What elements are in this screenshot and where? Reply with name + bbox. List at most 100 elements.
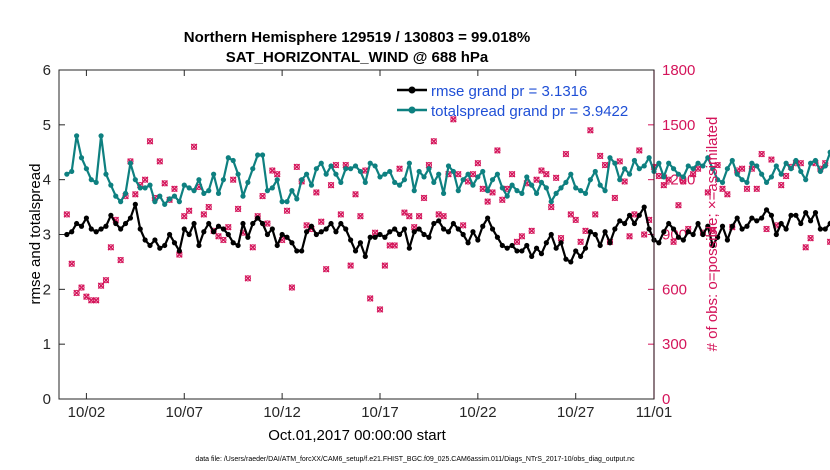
obs-possible-marker bbox=[406, 213, 413, 220]
totalspread-point bbox=[533, 190, 540, 196]
totalspread-point bbox=[455, 188, 461, 194]
obs-possible-marker bbox=[592, 211, 599, 218]
totalspread-point bbox=[162, 201, 168, 207]
obs-possible-marker bbox=[381, 262, 388, 269]
obs-possible-marker bbox=[396, 165, 403, 172]
obs-possible-marker bbox=[190, 143, 198, 150]
totalspread-point bbox=[700, 163, 706, 169]
rmse-point bbox=[250, 220, 256, 227]
rmse-point bbox=[597, 242, 603, 249]
obs-possible-marker bbox=[156, 158, 163, 165]
rmse-point bbox=[734, 215, 740, 221]
obs-possible-marker bbox=[489, 189, 496, 196]
rmse-point bbox=[582, 245, 589, 251]
rmse-point bbox=[181, 226, 187, 232]
rmse-point bbox=[411, 229, 417, 235]
obs-possible-marker bbox=[142, 176, 149, 183]
obs-possible-marker bbox=[528, 227, 535, 234]
totalspread-point bbox=[279, 199, 285, 205]
obs-possible-marker bbox=[704, 189, 711, 196]
obs-possible-marker bbox=[513, 238, 521, 245]
totalspread-point bbox=[142, 185, 148, 191]
rmse-point bbox=[749, 215, 755, 221]
rmse-point bbox=[166, 231, 173, 238]
totalspread-point bbox=[504, 193, 510, 199]
rmse-point bbox=[132, 201, 138, 207]
totalspread-point bbox=[578, 188, 584, 194]
totalspread-point bbox=[514, 188, 520, 194]
obs-possible-marker bbox=[63, 211, 70, 218]
rmse-point bbox=[201, 229, 207, 235]
y-axis-right-label: # of obs: o=possible; ×=assimilated bbox=[704, 117, 721, 352]
totalspread-point bbox=[225, 155, 231, 161]
rmse-point bbox=[538, 251, 545, 257]
obs-possible-marker bbox=[440, 213, 447, 220]
rmse-point bbox=[705, 223, 711, 229]
obs-possible-marker bbox=[244, 275, 251, 282]
y-axis-left-label: rmse and totalspread bbox=[27, 164, 44, 305]
totalspread-point bbox=[749, 160, 755, 166]
rmse-point bbox=[406, 245, 412, 251]
y-right-tick-label: 300 bbox=[662, 336, 687, 353]
totalspread-point bbox=[392, 179, 398, 186]
rmse-point bbox=[211, 229, 217, 235]
rmse-point bbox=[206, 220, 212, 227]
obs-possible-marker bbox=[743, 185, 751, 192]
obs-possible-marker bbox=[376, 306, 384, 313]
rmse-point bbox=[450, 220, 456, 227]
totalspread-point bbox=[152, 199, 158, 205]
x-axis: 10/02 10/07 10/12 10/17 10/22 10/27 11/01 bbox=[68, 70, 672, 421]
totalspread-point bbox=[607, 155, 613, 161]
obs-possible-marker bbox=[450, 116, 457, 123]
obs-possible-marker bbox=[758, 150, 765, 158]
rmse-point bbox=[636, 212, 642, 218]
rmse-point bbox=[343, 226, 349, 232]
totalspread-point bbox=[348, 166, 354, 172]
rmse-point bbox=[631, 220, 638, 227]
legend-spread-marker bbox=[408, 106, 416, 114]
totalspread-point bbox=[406, 160, 412, 166]
obs-possible-marker bbox=[293, 163, 300, 170]
y-left-tick-label: 2 bbox=[43, 281, 51, 298]
rmse-point bbox=[778, 220, 784, 227]
rmse-point bbox=[215, 223, 222, 229]
rmse-point bbox=[230, 240, 236, 246]
obs-possible-marker bbox=[102, 277, 110, 284]
y-right-tick-label: 1500 bbox=[662, 117, 695, 134]
y-left-tick-label: 0 bbox=[43, 391, 51, 408]
totalspread-point bbox=[294, 196, 300, 202]
rmse-point bbox=[299, 248, 305, 254]
rmse-point bbox=[558, 240, 564, 246]
totalspread-point bbox=[88, 177, 94, 183]
legend-rmse-label: rmse grand pr = 3.1316 bbox=[431, 83, 587, 100]
totalspread-point bbox=[220, 177, 227, 183]
rmse-point bbox=[367, 234, 373, 240]
obs-possible-marker bbox=[225, 224, 232, 231]
obs-possible-marker bbox=[738, 165, 746, 172]
totalspread-point bbox=[812, 157, 819, 164]
rmse-point bbox=[103, 223, 109, 229]
obs-possible-marker bbox=[665, 176, 672, 183]
totalspread-point bbox=[196, 177, 202, 183]
obs-possible-marker bbox=[709, 227, 716, 234]
rmse-point bbox=[768, 212, 775, 218]
totalspread-point bbox=[215, 190, 222, 196]
totalspread-point bbox=[519, 190, 525, 196]
obs-possible-marker bbox=[73, 289, 80, 297]
totalspread-point bbox=[181, 182, 187, 188]
totalspread-point bbox=[245, 179, 251, 186]
rmse-point bbox=[710, 242, 716, 249]
totalspread-point bbox=[333, 171, 339, 177]
obs-possible-marker bbox=[318, 218, 325, 225]
x-tick-label: 10/22 bbox=[459, 404, 497, 421]
totalspread-point bbox=[147, 182, 153, 188]
rmse-point bbox=[372, 234, 378, 240]
rmse-point bbox=[641, 204, 647, 210]
totalspread-point bbox=[617, 177, 623, 183]
rmse-point bbox=[348, 237, 354, 243]
totalspread-point bbox=[788, 166, 794, 172]
totalspread-point bbox=[411, 188, 417, 194]
rmse-point bbox=[69, 229, 75, 235]
obs-possible-marker bbox=[538, 167, 545, 174]
rmse-point bbox=[333, 229, 339, 235]
